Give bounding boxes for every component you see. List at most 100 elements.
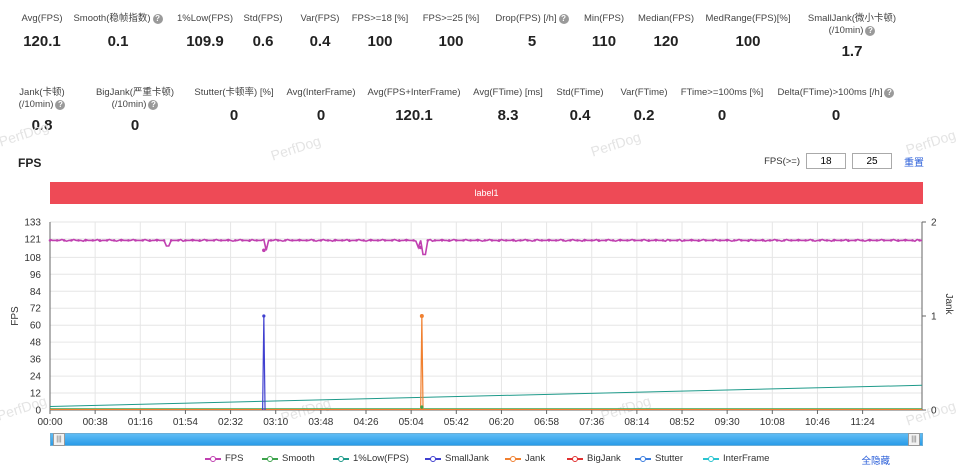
series-fps-point [155, 239, 159, 242]
metric-label: Median(FPS) [638, 13, 694, 24]
series-fps-point [333, 239, 337, 242]
metric-metrics_row2-1: BigJank(严重卡顿) (/10min)? 0 [75, 87, 195, 135]
x-tick-label: 03:48 [308, 417, 333, 428]
series-fps-point [797, 239, 800, 242]
series-fps-point [348, 239, 351, 242]
series-fps-point [512, 239, 515, 242]
legend-item[interactable]: SmallJank [425, 453, 489, 464]
series-fps-point [882, 239, 886, 242]
legend-item[interactable]: InterFrame [703, 453, 769, 464]
metric-metrics_row1-9: Median(FPS) 120 [606, 13, 726, 51]
metric-label: BigJank(严重卡顿) [95, 87, 175, 98]
series-fps-point [811, 239, 815, 242]
y-tick-label: 121 [24, 234, 41, 245]
metric-metrics_row2-7: Var(FTime) 0.2 [584, 87, 704, 125]
metric-value: 120.1 [23, 33, 61, 50]
series-fps-point [718, 239, 722, 242]
legend-swatch-icon [333, 455, 349, 462]
metric-label: Var(FPS) [300, 13, 340, 24]
threshold-input-1[interactable] [806, 153, 846, 169]
series-fps-point [48, 239, 52, 242]
legend-swatch-icon [567, 455, 583, 462]
metric-metrics_row2-8: FTime>=100ms [%] 0 [662, 87, 782, 125]
metric-value: 0 [130, 117, 140, 134]
metric-metrics_row1-7: Drop(FPS) [/h]? 5 [472, 13, 592, 51]
series-fps-point [889, 239, 893, 242]
metric-label: Std(FTime) [556, 87, 604, 98]
legend-item[interactable]: Stutter [635, 453, 683, 464]
metric-label: SmallJank(微小卡顿) [807, 13, 897, 24]
series-fps-point [112, 239, 116, 242]
help-icon[interactable]: ? [55, 100, 66, 110]
time-range-slider[interactable]: ||| ||| [50, 433, 923, 446]
x-tick-label: 01:16 [128, 417, 153, 428]
series-fps-point [832, 239, 836, 242]
legend-item[interactable]: FPS [205, 453, 243, 464]
help-icon[interactable]: ? [558, 14, 569, 24]
metric-label: Drop(FPS) [/h]? [472, 13, 592, 25]
series-fps-point [818, 239, 822, 242]
x-tick-label: 06:58 [534, 417, 559, 428]
metric-label: Std(FPS) [243, 13, 283, 24]
x-tick-label: 10:08 [760, 417, 785, 428]
series-fps-point [241, 239, 244, 242]
metric-label: FPS>=18 [%] [351, 13, 409, 24]
fps-threshold-controls: FPS(>=) 重置 [764, 153, 924, 169]
help-icon[interactable]: ? [884, 88, 895, 98]
series-fps-point [740, 239, 743, 242]
x-tick-label: 07:36 [579, 417, 604, 428]
metric-label-2: (/10min)? [0, 99, 102, 111]
series-fps-point [675, 239, 679, 242]
help-icon[interactable]: ? [152, 14, 163, 24]
series-fps-point [397, 239, 401, 242]
series-fps-point [761, 239, 765, 242]
series-fps-point [825, 239, 829, 242]
reset-link[interactable]: 重置 [904, 157, 924, 169]
metric-metrics_row2-2: Stutter(卡顿率) [%] 0 [174, 87, 294, 125]
legend-label: Smooth [282, 453, 315, 464]
series-fps-point [234, 239, 237, 242]
slider-handle-left[interactable]: ||| [53, 433, 65, 446]
series-1pct-low [49, 384, 923, 407]
series-fps-point [911, 239, 914, 242]
series-fps-point [312, 239, 316, 242]
x-tick-label: 05:42 [444, 417, 469, 428]
help-icon[interactable]: ? [865, 26, 876, 36]
metric-metrics_row1-2: 1%Low(FPS) 109.9 [145, 13, 265, 51]
x-tick-label: 10:46 [805, 417, 830, 428]
series-fps-point [447, 239, 451, 242]
slider-handle-right[interactable]: ||| [908, 433, 920, 446]
metric-value: 0.6 [252, 33, 274, 50]
series-fps-point [418, 245, 423, 250]
y-right-tick-label: 1 [931, 312, 937, 323]
hide-all-link[interactable]: 全隐藏 [861, 456, 890, 467]
series-fps-point [526, 239, 529, 242]
legend-item[interactable]: Smooth [262, 453, 315, 464]
y-tick-label: 60 [30, 321, 42, 332]
series-fps-point [768, 239, 772, 242]
series-fps-point [790, 239, 793, 242]
series-fps-point [162, 239, 166, 242]
legend-item[interactable]: 1%Low(FPS) [333, 453, 409, 464]
series-fps-point [918, 239, 921, 242]
metric-metrics_row1-11: SmallJank(微小卡顿) (/10min)? 1.7 [792, 13, 912, 61]
series-fps-point [326, 239, 330, 242]
series-smalljank-point [262, 314, 266, 318]
legend-item[interactable]: Jank [505, 453, 545, 464]
legend-swatch-icon [262, 455, 278, 462]
help-icon[interactable]: ? [148, 100, 159, 110]
series-fps-point [861, 239, 864, 242]
legend-item[interactable]: BigJank [567, 453, 621, 464]
metric-value: 0 [316, 107, 326, 124]
series-fps-point [483, 239, 487, 242]
series-fps-point [105, 239, 109, 242]
y-tick-label: 133 [24, 218, 41, 229]
label-bar[interactable]: label1 [50, 182, 923, 204]
metric-value: 120.1 [395, 107, 433, 124]
series-fps-point [747, 239, 750, 242]
series-fps-point [269, 239, 273, 242]
threshold-input-2[interactable] [852, 153, 892, 169]
x-tick-label: 01:54 [173, 417, 198, 428]
series-fps-point [177, 239, 180, 242]
metric-value: 0 [717, 107, 727, 124]
